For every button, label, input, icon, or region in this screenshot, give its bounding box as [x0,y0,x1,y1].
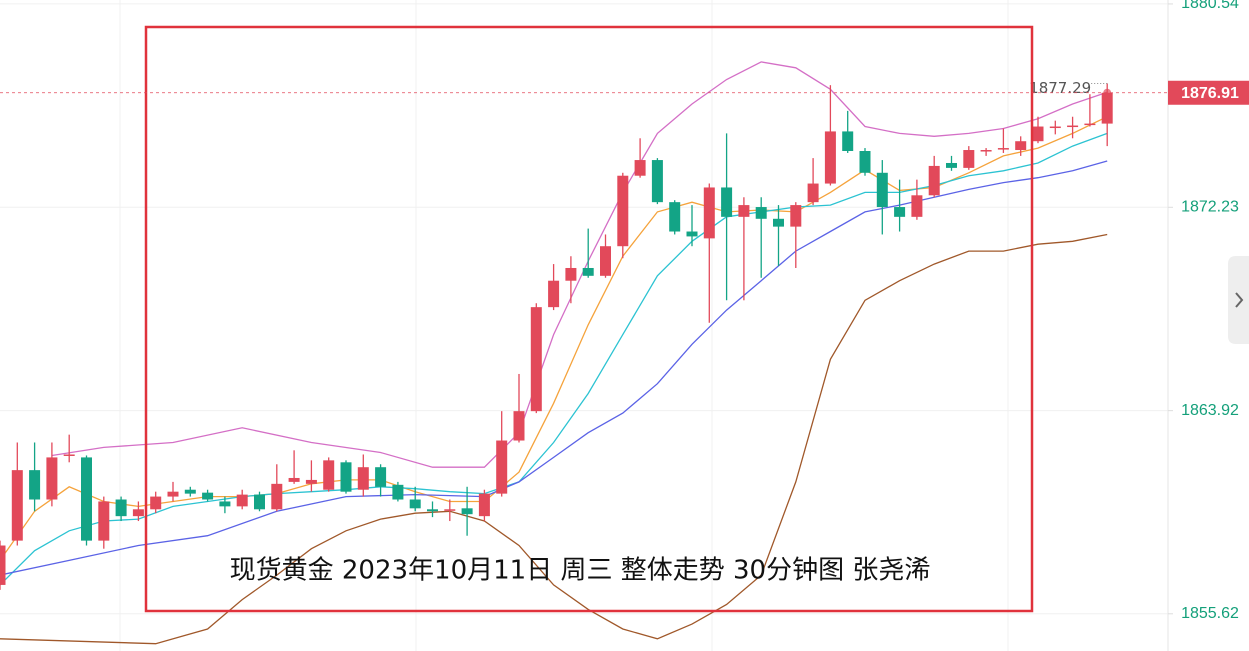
side-toggle-icon[interactable] [1235,292,1244,308]
candle-body [323,460,335,490]
candle-body [496,440,508,494]
indicator-line [0,132,1108,586]
candle-body [773,218,784,227]
candle-body [980,150,992,152]
candle-body [548,280,560,308]
chart-title: 现货黄金 2023年10月11日 周三 整体走势 30分钟图 张尧浠 [230,556,931,586]
candle-body [167,491,179,497]
candle-body [202,492,214,500]
candle-body [357,467,369,490]
candle-body [81,457,92,541]
candle-body [634,160,646,176]
candle-body [946,162,957,168]
candle-body [894,207,906,217]
candle-body [98,501,110,541]
candle-body [11,470,23,541]
candle-body [911,195,923,217]
candle-body [29,470,41,500]
candle-body [1084,123,1096,126]
candle-body [63,454,75,456]
candle-body [721,187,733,217]
last-price-dot [1103,88,1112,97]
candle-body [530,307,542,412]
side-toggle[interactable] [1228,256,1249,344]
plot: 1877.29 [0,61,1113,645]
candle-body [115,499,127,517]
grid [0,0,1168,651]
y-tick-label: 1855.62 [1181,605,1239,622]
candle-body [254,494,265,510]
candle-body [600,246,611,276]
candle-body [271,483,283,510]
candle-body [340,462,352,492]
indicator-line [0,233,1108,645]
candle-body [1032,126,1044,142]
candle-body [150,496,162,510]
highlight-box [144,25,1034,613]
side-toggle-bg[interactable] [1228,256,1249,344]
candle-body [409,499,421,509]
candle-body [859,151,871,173]
candle-body [617,175,629,247]
candle-body [686,231,698,237]
last-price-tag [1168,80,1249,105]
candle-body [582,267,594,276]
candle-body [288,477,300,482]
candle-body [392,484,404,500]
candle-body [842,131,854,152]
high-label: 1877.29 [1029,79,1091,97]
candle-body [305,479,317,484]
candle-body [876,172,888,208]
candle-body [790,205,802,227]
candle-body [375,467,387,487]
candle-body [738,205,750,217]
candle-body [236,494,248,507]
candle-body [461,508,473,515]
y-tick-label: 1872.23 [1181,199,1239,216]
indicator-line [0,116,1108,561]
candle-body [132,509,144,517]
indicator-line [0,160,1108,576]
candle-body [669,202,681,232]
candle-body [0,545,6,585]
candle-body [997,148,1009,150]
candle-body [963,150,975,168]
candle-body [513,411,525,441]
y-tick-label: 1863.92 [1181,402,1239,419]
candle-body [824,131,836,184]
candle-body [184,489,196,494]
candle-body [1101,92,1113,124]
candle-body [1015,141,1027,151]
candle-body [46,457,58,500]
candle-body [1049,126,1061,129]
last-price-label: 1876.91 [1181,85,1239,102]
candle-body [807,183,819,203]
candle-body [444,509,456,511]
candle-body [651,160,663,203]
candle-body [565,267,577,281]
candle-body [427,509,438,512]
candle-body [755,207,767,219]
y-tick-label: 1880.54 [1181,0,1239,12]
indicator-line [51,61,1108,468]
candle-body [1067,125,1079,128]
candle-body [219,501,231,507]
candle-body [928,165,940,196]
candle-body [478,493,490,517]
candle-body [703,187,715,239]
